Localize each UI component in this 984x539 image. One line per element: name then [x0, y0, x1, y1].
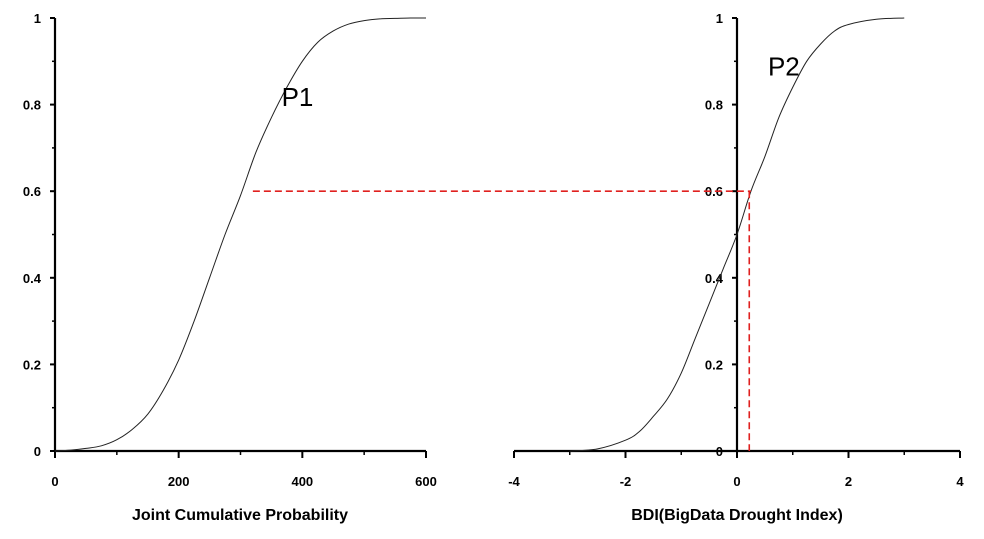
x-tick-label: 2 [845, 474, 852, 489]
y-tick-label: 0 [716, 444, 723, 459]
x-tick-label: 0 [51, 474, 58, 489]
y-tick-label: 0 [34, 444, 41, 459]
left-chart-x-ticks: 0 200 400 600 [51, 451, 437, 489]
left-chart-y-ticks: 0 0.2 0.4 0.6 0.8 1 [23, 11, 55, 459]
right-chart-y-ticks: 0 0.2 0.4 0.6 0.8 1 [705, 11, 737, 459]
right-chart-series [569, 17, 905, 452]
y-tick-label: 1 [34, 11, 41, 26]
x-tick-label: -4 [508, 474, 520, 489]
series-line-p1 [54, 17, 427, 452]
y-tick-label: 0.8 [23, 98, 41, 113]
x-tick-label: 200 [168, 474, 190, 489]
chart-bdi: 0 0.2 0.4 0.6 0.8 1 -4 -2 0 2 4 BDI(BigData Droug… [508, 11, 964, 524]
p1-label: P1 [282, 82, 314, 112]
y-tick-label: 1 [716, 11, 723, 26]
left-chart-series [54, 17, 427, 452]
left-chart-x-axis-label: Joint Cumulative Probability [132, 507, 348, 524]
y-tick-label: 0.2 [23, 357, 41, 372]
right-chart-x-axis-label: BDI(BigData Drought Index) [631, 507, 843, 524]
y-tick-label: 0.8 [705, 98, 723, 113]
x-tick-label: 0 [733, 474, 740, 489]
series-line-p2 [569, 17, 905, 452]
reference-lines [252, 190, 751, 451]
y-tick-label: 0.4 [705, 271, 724, 286]
p2-label: P2 [768, 52, 800, 82]
y-tick-label: 0.4 [23, 271, 42, 286]
x-tick-label: 4 [956, 474, 964, 489]
x-tick-label: 600 [415, 474, 437, 489]
y-tick-label: 0.6 [23, 184, 41, 199]
y-tick-label: 0.2 [705, 357, 723, 372]
x-tick-label: -2 [620, 474, 632, 489]
x-tick-label: 400 [291, 474, 313, 489]
chart-joint-cumulative-probability: 0 0.2 0.4 0.6 0.8 1 0 200 400 600 Joint Cumulati… [23, 11, 437, 524]
y-tick-label: 0.6 [705, 184, 723, 199]
right-chart-x-ticks: -4 -2 0 2 4 [508, 451, 964, 489]
